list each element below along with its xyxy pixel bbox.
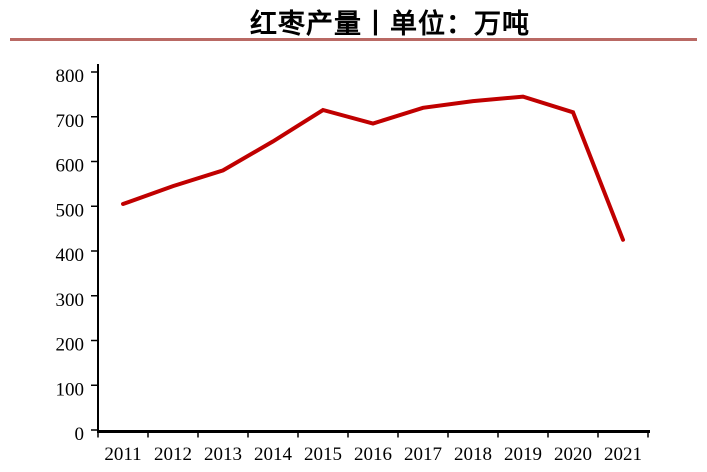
x-axis-tick-label: 2017 bbox=[404, 444, 442, 465]
x-axis-tick-label: 2016 bbox=[354, 444, 392, 465]
y-axis-tick-label: 300 bbox=[56, 290, 85, 311]
y-axis-tick-label: 500 bbox=[56, 200, 85, 221]
y-axis-tick-label: 0 bbox=[75, 424, 85, 445]
title-divider bbox=[10, 38, 697, 41]
x-axis-tick-label: 2015 bbox=[304, 444, 342, 465]
x-axis-tick-label: 2020 bbox=[554, 444, 592, 465]
y-axis-tick-label: 600 bbox=[56, 156, 85, 177]
x-axis-tick-label: 2018 bbox=[454, 444, 492, 465]
y-axis-tick-label: 800 bbox=[56, 66, 85, 87]
y-axis-tick-label: 400 bbox=[56, 245, 85, 266]
x-axis-tick-label: 2014 bbox=[254, 444, 293, 465]
chart-title: 红枣产量丨单位：万吨 bbox=[250, 9, 530, 39]
x-axis-tick-label: 2021 bbox=[604, 444, 642, 465]
y-axis-tick-label: 700 bbox=[56, 111, 85, 132]
x-axis-tick-label: 2019 bbox=[504, 444, 542, 465]
x-axis-tick-label: 2011 bbox=[104, 444, 141, 465]
x-axis-tick-label: 2013 bbox=[204, 444, 242, 465]
y-axis-tick-label: 200 bbox=[56, 335, 85, 356]
x-axis-tick-label: 2012 bbox=[154, 444, 192, 465]
y-axis-tick-label: 100 bbox=[56, 379, 85, 400]
series-line-红枣产量 bbox=[121, 94, 625, 242]
